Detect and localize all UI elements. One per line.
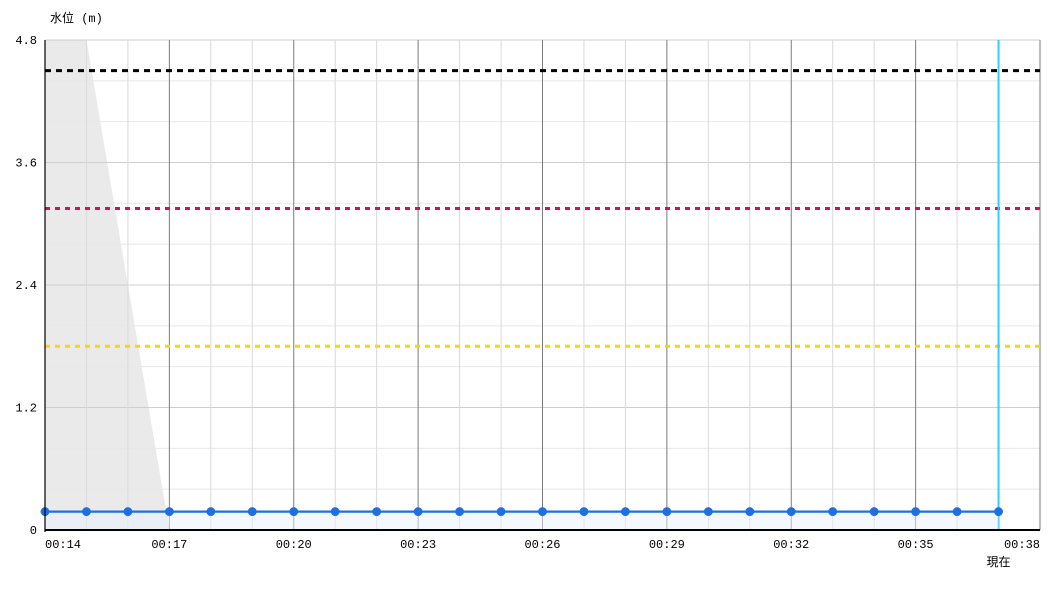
data-point <box>911 507 919 515</box>
data-point <box>994 507 1002 515</box>
data-point <box>82 507 90 515</box>
x-tick-label: 00:26 <box>524 538 560 552</box>
chart-svg: 0 1.2 2.4 3.6 4.8 水位 (m) 00:14 00:17 00:20 00:23 0… <box>0 0 1050 600</box>
x-tick-label: 00:17 <box>151 538 187 552</box>
y-tick-label: 4.8 <box>15 34 37 48</box>
x-tick-label: 00:35 <box>898 538 934 552</box>
data-point <box>787 507 795 515</box>
data-point <box>290 507 298 515</box>
data-point <box>746 507 754 515</box>
y-tick-label: 2.4 <box>15 279 37 293</box>
y-axis-label: 水位 (m) <box>50 10 103 26</box>
x-tick-label: 00:14 <box>45 538 81 552</box>
data-point <box>165 507 173 515</box>
x-tick-label: 00:32 <box>773 538 809 552</box>
x-tick-label: 00:23 <box>400 538 436 552</box>
data-point <box>829 507 837 515</box>
data-point <box>248 507 256 515</box>
data-point <box>538 507 546 515</box>
data-point <box>704 507 712 515</box>
water-level-chart: 0 1.2 2.4 3.6 4.8 水位 (m) 00:14 00:17 00:20 00:23 0… <box>0 0 1050 600</box>
data-point <box>414 507 422 515</box>
y-tick-label: 0 <box>30 524 37 538</box>
data-point <box>455 507 463 515</box>
x-tick-label: 00:29 <box>649 538 685 552</box>
data-point <box>621 507 629 515</box>
y-tick-label: 3.6 <box>15 157 37 171</box>
series-fill <box>45 512 999 530</box>
y-tick-label: 1.2 <box>15 402 37 416</box>
x-tick-label: 00:38 <box>1004 538 1040 552</box>
data-point <box>870 507 878 515</box>
data-point <box>331 507 339 515</box>
data-point <box>953 507 961 515</box>
data-point <box>580 507 588 515</box>
x-tick-label: 00:20 <box>276 538 312 552</box>
data-point <box>124 507 132 515</box>
data-point <box>497 507 505 515</box>
data-point <box>663 507 671 515</box>
now-label: 現在 <box>987 555 1011 570</box>
data-point <box>207 507 215 515</box>
data-point <box>372 507 380 515</box>
